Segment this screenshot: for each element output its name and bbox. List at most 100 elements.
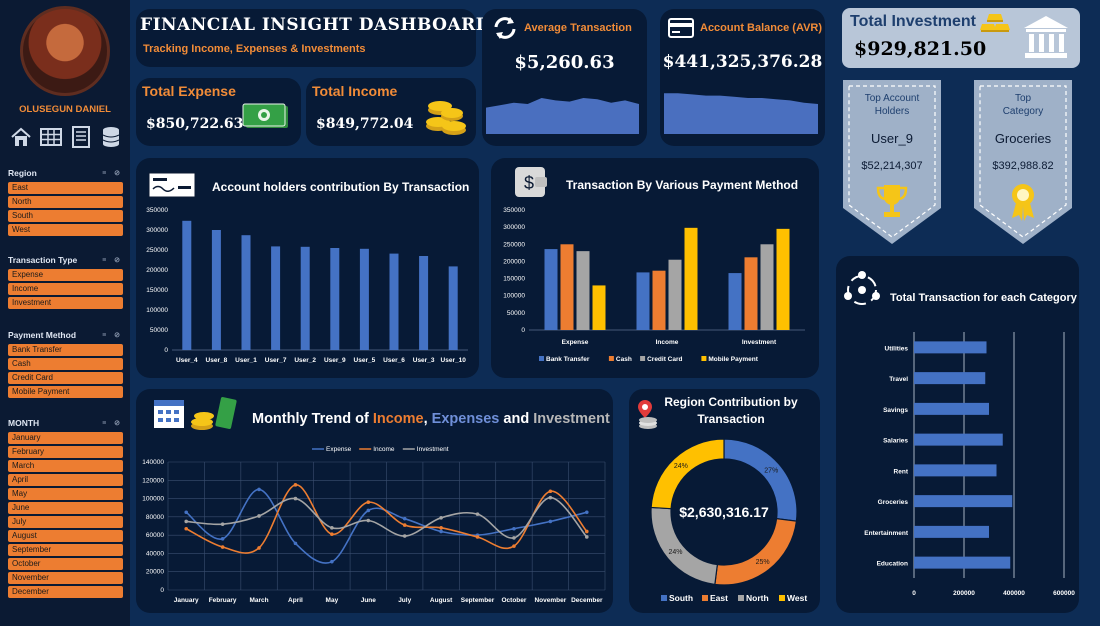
bar (728, 273, 742, 330)
cash-icon (242, 102, 290, 137)
x-tick-label: User_1 (235, 357, 257, 364)
bar (241, 235, 251, 350)
slicer-region: Region ≡ ⊘ East North South West (4, 166, 127, 238)
y-tick-label: 60000 (146, 532, 164, 539)
bar (914, 464, 997, 477)
bar (760, 244, 774, 330)
bar (914, 433, 1003, 446)
slice-label: 24% (668, 549, 682, 556)
payment-method-title: Transaction By Various Payment Method (566, 178, 799, 192)
donut-slice (714, 517, 798, 586)
slicer-transaction-type: Transaction Type ≡ ⊘ Expense Income Investme… (4, 253, 127, 311)
slicer-item[interactable]: East (8, 182, 123, 194)
total-income-label: Total Income (312, 83, 398, 99)
slicer-item[interactable]: South (8, 210, 123, 222)
coins-icon (424, 96, 470, 141)
slicer-header: MONTH ≡ ⊘ (4, 416, 127, 430)
data-point (293, 541, 298, 546)
slicer-item[interactable]: December (8, 586, 123, 598)
slicer-item[interactable]: July (8, 516, 123, 528)
y-tick-label: 300000 (503, 224, 525, 231)
slicer-item[interactable]: April (8, 474, 123, 486)
user-contribution-chart: 0 50000 100000 150000 200000 250000 300000 3500… (146, 207, 468, 364)
slice-label: 25% (756, 559, 770, 566)
slicer-item[interactable]: Investment (8, 297, 123, 309)
total-expense-label: Total Expense (142, 83, 236, 99)
y-tick-label: Groceries (878, 499, 909, 506)
slicer-item[interactable]: September (8, 544, 123, 556)
slicer-item[interactable]: Cash (8, 358, 123, 370)
x-tick-label: August (430, 597, 453, 604)
total-investment-label: Total Investment (850, 13, 976, 30)
user-contribution-title: Account holders contribution By Transact… (212, 180, 470, 194)
x-tick-label: June (361, 597, 377, 604)
data-point (293, 483, 298, 487)
sparkline-area (486, 98, 639, 134)
monthly-trend-panel (136, 389, 613, 613)
slicer-item[interactable]: Credit Card (8, 372, 123, 384)
y-tick-label: Salaries (883, 438, 908, 445)
svg-text:$: $ (524, 173, 534, 193)
legend-label: Credit Card (647, 356, 682, 363)
x-tick-label: September (461, 597, 495, 604)
y-tick-label: 250000 (146, 247, 168, 254)
slicer-item[interactable]: Bank Transfer (8, 344, 123, 356)
slice-label: 27% (764, 467, 778, 474)
slicer-item[interactable]: February (8, 446, 123, 458)
payment-method-chart: 0 50000 100000 150000 200000 250000 300000 3500… (503, 207, 805, 363)
slicer-clear-filter-icon[interactable]: ≡ ⊘ (102, 170, 123, 177)
slicer-clear-filter-icon[interactable]: ≡ ⊘ (102, 257, 123, 264)
y-tick-label: 50000 (150, 327, 168, 334)
cheque-icon (148, 172, 196, 203)
x-tick-label: May (326, 597, 339, 604)
legend-swatch (661, 595, 667, 601)
data-point (475, 535, 480, 539)
slicer-item[interactable]: October (8, 558, 123, 570)
y-tick-label: Savings (883, 407, 908, 414)
bar (744, 257, 758, 330)
x-tick-label: User_10 (441, 357, 467, 364)
x-tick-label: User_9 (324, 357, 346, 364)
slicer-item[interactable]: August (8, 530, 123, 542)
data-point (220, 545, 225, 549)
data-point (366, 500, 371, 505)
home-icon[interactable] (9, 125, 33, 149)
top-account-name: User_9 (871, 131, 913, 146)
slicer-item[interactable]: March (8, 460, 123, 472)
slicer-item[interactable]: January (8, 432, 123, 444)
slicer-item[interactable]: November (8, 572, 123, 584)
slicer-item[interactable]: Expense (8, 269, 123, 281)
legend-label: West (787, 593, 807, 603)
slicer-item[interactable]: June (8, 502, 123, 514)
bar (182, 220, 192, 350)
slicer-item[interactable]: Mobile Payment (8, 386, 123, 398)
slicer-clear-filter-icon[interactable]: ≡ ⊘ (102, 332, 123, 339)
legend-swatch (701, 356, 707, 361)
y-tick-label: 0 (164, 347, 168, 354)
y-tick-label: 120000 (142, 477, 164, 484)
x-tick-label: 200000 (953, 590, 975, 597)
bar (448, 266, 458, 350)
slicer-item[interactable]: Income (8, 283, 123, 295)
slicer-item[interactable]: West (8, 224, 123, 236)
title-panel (136, 9, 476, 67)
calendar-money-icon (152, 396, 240, 437)
x-tick-label: Expense (562, 339, 589, 346)
x-tick-label: October (501, 597, 526, 604)
data-point (584, 510, 589, 515)
slicer-item[interactable]: North (8, 196, 123, 208)
y-tick-label: 350000 (503, 207, 525, 214)
slicer-item[interactable]: May (8, 488, 123, 500)
slicer-clear-filter-icon[interactable]: ≡ ⊘ (102, 420, 123, 427)
data-point (220, 537, 225, 541)
database-icon[interactable] (99, 125, 123, 149)
region-title: Region Contribution by Transaction (664, 395, 798, 426)
data-point (184, 526, 189, 531)
donut-slice (650, 438, 725, 510)
avg-transaction-value: $5,260.63 (514, 52, 615, 73)
data-point (184, 510, 189, 515)
x-tick-label: 0 (912, 590, 916, 597)
category-chart: 0 200000 400000 600000 Utilities Travel Saving… (864, 332, 1075, 597)
table-icon[interactable] (39, 125, 63, 149)
list-icon[interactable] (69, 125, 93, 149)
